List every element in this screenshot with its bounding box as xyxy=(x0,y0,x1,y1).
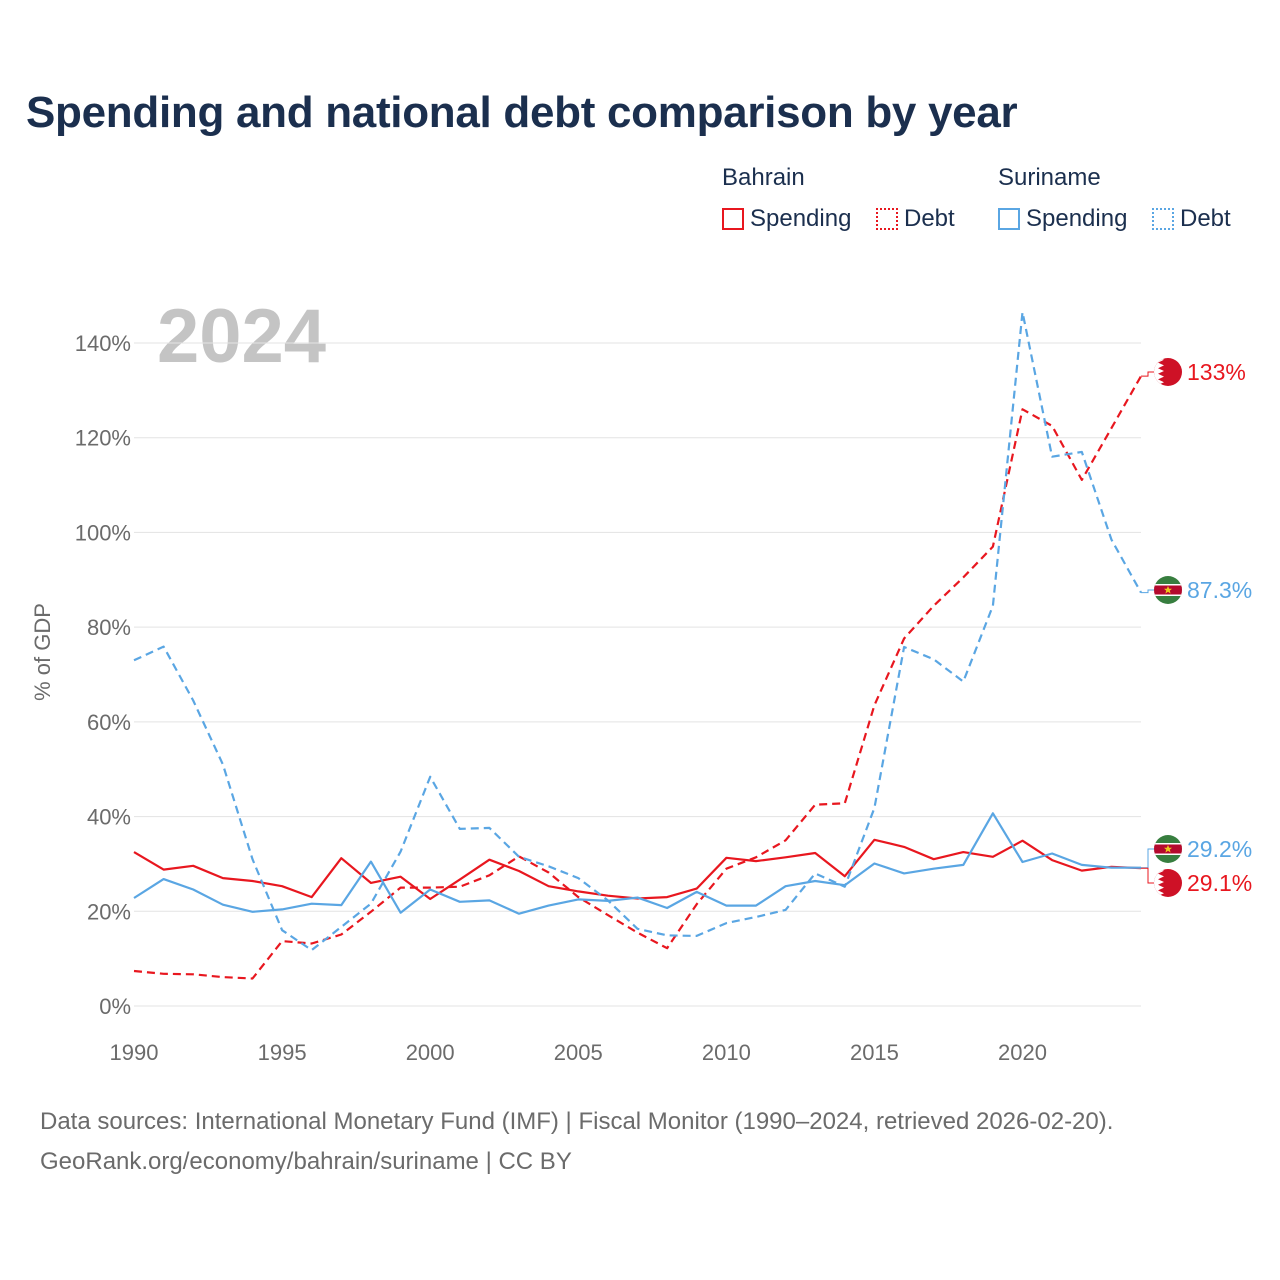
end-label-suriname-spending: 29.2% xyxy=(1141,835,1252,869)
end-label-value: 29.2% xyxy=(1187,836,1252,862)
chart-area: 2024 % of GDP 0% 20% 40% 60% 80% 100% 120% 140%… xyxy=(30,294,1252,1065)
end-label-bahrain-debt: 133% xyxy=(1141,358,1246,386)
y-tick-label: 100% xyxy=(75,520,131,545)
x-tick-label: 2000 xyxy=(406,1040,455,1065)
legend-item-suriname-spending[interactable]: Spending xyxy=(998,205,1127,233)
legend-item-suriname-debt[interactable]: Debt xyxy=(1152,205,1231,233)
y-tick-label: 60% xyxy=(87,710,131,735)
x-tick-label: 1990 xyxy=(110,1040,159,1065)
series-line-suriname-spending[interactable] xyxy=(133,812,1141,915)
legend-label: Debt xyxy=(1180,205,1231,232)
x-tick-label: 1995 xyxy=(258,1040,307,1065)
legend-group-suriname: Suriname xyxy=(998,164,1101,191)
end-label-bahrain-spending: 29.1% xyxy=(1141,867,1252,897)
series-line-suriname-debt[interactable] xyxy=(133,311,1142,952)
y-tick-label: 80% xyxy=(87,615,131,640)
x-tick-label: 2010 xyxy=(702,1040,751,1065)
x-tick-label: 2020 xyxy=(998,1040,1047,1065)
y-tick-label: 140% xyxy=(75,331,131,356)
legend-group-bahrain: Bahrain xyxy=(722,164,805,191)
end-label-value: 87.3% xyxy=(1187,577,1252,603)
legend-item-bahrain-spending[interactable]: Spending xyxy=(722,205,851,233)
legend-label: Spending xyxy=(1026,205,1128,232)
y-tick-label: 0% xyxy=(99,994,131,1019)
legend-item-bahrain-debt[interactable]: Debt xyxy=(876,205,955,233)
legend-swatch-solid-icon xyxy=(722,208,744,230)
y-tick-label: 20% xyxy=(87,899,131,924)
label-connector xyxy=(1141,848,1155,869)
legend-label: Spending xyxy=(750,205,852,232)
y-tick-label: 120% xyxy=(75,426,131,451)
label-connector xyxy=(1141,589,1155,594)
chart-title: Spending and national debt comparison by… xyxy=(26,88,1018,137)
footer-attribution: GeoRank.org/economy/bahrain/suriname | C… xyxy=(40,1148,572,1175)
end-label-value: 29.1% xyxy=(1187,870,1252,896)
year-watermark: 2024 xyxy=(157,294,326,379)
legend-swatch-dotted-icon xyxy=(876,208,898,230)
end-label-suriname-debt: 87.3% xyxy=(1141,576,1252,604)
series-line-bahrain-spending[interactable] xyxy=(133,838,1142,901)
x-tick-label: 2015 xyxy=(850,1040,899,1065)
footer-sources: Data sources: International Monetary Fun… xyxy=(40,1108,1114,1135)
label-connector xyxy=(1141,867,1155,884)
end-label-value: 133% xyxy=(1187,359,1246,385)
suriname-flag-icon xyxy=(1154,576,1182,604)
label-connector xyxy=(1141,371,1155,377)
y-axis-label: % of GDP xyxy=(30,603,55,701)
legend-label: Debt xyxy=(904,205,955,232)
legend-swatch-solid-icon xyxy=(998,208,1020,230)
legend-swatch-dotted-icon xyxy=(1152,208,1174,230)
y-tick-label: 40% xyxy=(87,805,131,830)
bahrain-flag-icon xyxy=(1154,358,1182,386)
suriname-flag-icon xyxy=(1154,835,1182,863)
bahrain-flag-icon xyxy=(1154,869,1182,897)
x-tick-label: 2005 xyxy=(554,1040,603,1065)
